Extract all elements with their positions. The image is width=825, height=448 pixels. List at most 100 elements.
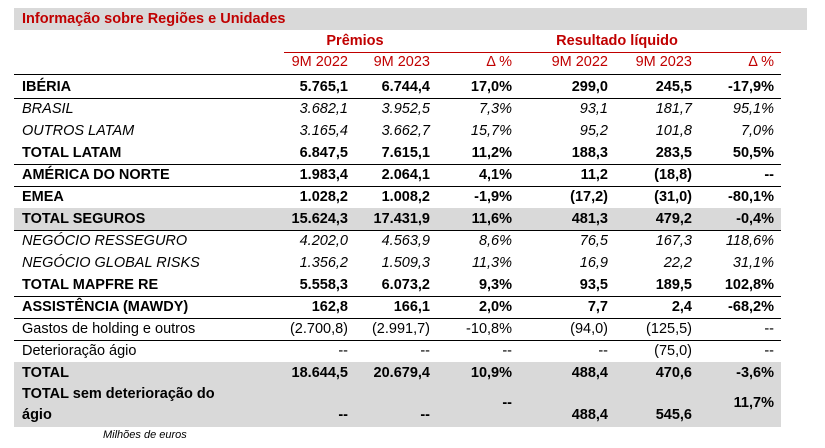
cell-premios-2022: 4.202,0 <box>299 233 348 249</box>
table-row: Gastos de holding e outros (2.700,8) (2.99… <box>14 318 781 340</box>
cell-premios-2023: 1.008,2 <box>381 189 430 205</box>
cell-resultado-2023: 167,3 <box>655 233 692 249</box>
cell-premios-2023: 17.431,9 <box>373 211 430 227</box>
table-row: TOTAL LATAM 6.847,5 7.615,1 11,2% 188,3 283,5… <box>14 142 781 164</box>
cell-resultado-delta: -- <box>764 321 774 337</box>
cell-premios-2022: 5.558,3 <box>299 277 348 293</box>
cell-resultado-delta: 11,7% <box>733 395 774 411</box>
row-label: ASSISTÊNCIA (MAWDY) <box>22 299 189 315</box>
cell-resultado-2023: 189,5 <box>655 277 692 293</box>
cell-resultado-2023: 22,2 <box>663 255 692 271</box>
row-label: TOTAL LATAM <box>22 145 122 161</box>
cell-premios-2022: 15.624,3 <box>291 211 348 227</box>
cell-resultado-2023: 545,6 <box>655 407 692 423</box>
cell-premios-2022: 5.765,1 <box>299 79 348 95</box>
row-rule <box>14 230 781 231</box>
cell-premios-2023: (2.991,7) <box>371 321 430 337</box>
cell-premios-2022: 1.356,2 <box>299 255 348 271</box>
row-label: NEGÓCIO GLOBAL RISKS <box>22 255 200 271</box>
cell-premios-2023: 4.563,9 <box>381 233 430 249</box>
cell-resultado-2023: 479,2 <box>655 211 692 227</box>
cell-premios-2023: -- <box>420 343 430 359</box>
col-header-premios-2022: 9M 2022 <box>291 54 348 70</box>
cell-resultado-2022: 7,7 <box>587 299 608 315</box>
cell-resultado-2022: 95,2 <box>579 123 608 139</box>
cell-resultado-2022: -- <box>598 343 608 359</box>
col-header-premios-delta: Δ % <box>486 54 512 70</box>
row-label: EMEA <box>22 189 64 205</box>
table-title: Informação sobre Regiões e Unidades <box>14 8 807 30</box>
cell-premios-delta: 8,6% <box>478 233 512 249</box>
cell-resultado-delta: -17,9% <box>728 79 774 95</box>
cell-premios-2022: 1.028,2 <box>299 189 348 205</box>
cell-resultado-delta: 31,1% <box>732 255 774 271</box>
cell-premios-2023: 20.679,4 <box>373 365 430 381</box>
row-rule <box>14 98 781 99</box>
cell-resultado-2023: 101,8 <box>655 123 692 139</box>
cell-resultado-delta: 50,5% <box>732 145 774 161</box>
row-label: IBÉRIA <box>22 79 72 95</box>
cell-resultado-2023: (125,5) <box>646 321 692 337</box>
cell-premios-2023: 166,1 <box>393 299 430 315</box>
cell-premios-delta: 11,6% <box>471 211 512 227</box>
cell-resultado-2022: (94,0) <box>570 321 608 337</box>
table-row: AMÉRICA DO NORTE 1.983,4 2.064,1 4,1% 11,2 (1… <box>14 164 781 186</box>
table-row: TOTAL 18.644,5 20.679,4 10,9% 488,4 470,6 -3,6… <box>14 362 781 384</box>
cell-premios-2022: 3.682,1 <box>299 101 348 117</box>
table-row: EMEA 1.028,2 1.008,2 -1,9% (17,2) (31,0) -80,1… <box>14 186 781 208</box>
cell-premios-delta: 10,9% <box>470 365 512 381</box>
cell-resultado-2023: (31,0) <box>654 189 692 205</box>
footnote: Milhões de euros <box>103 429 187 441</box>
cell-resultado-delta: 7,0% <box>740 123 774 139</box>
cell-resultado-2022: 488,4 <box>571 407 608 423</box>
cell-premios-2022: 18.644,5 <box>291 365 348 381</box>
row-rule <box>14 296 781 297</box>
cell-premios-delta: 2,0% <box>478 299 512 315</box>
cell-premios-delta: 17,0% <box>470 79 512 95</box>
row-rule <box>14 164 781 165</box>
cell-premios-delta: -1,9% <box>474 189 512 205</box>
cell-premios-2023: -- <box>420 407 430 423</box>
table-row: TOTAL SEGUROS 15.624,3 17.431,9 11,6% 481,3 4… <box>14 208 781 230</box>
cell-resultado-2023: (75,0) <box>654 343 692 359</box>
cell-premios-2022: -- <box>338 407 348 423</box>
cell-resultado-2023: 2,4 <box>671 299 692 315</box>
cell-premios-2022: 1.983,4 <box>299 167 348 183</box>
cell-premios-2023: 3.662,7 <box>381 123 430 139</box>
cell-resultado-2022: (17,2) <box>570 189 608 205</box>
table-row-total-sem-deterioracao: TOTAL sem deterioração do ágio -- -- -- … <box>14 383 781 427</box>
cell-premios-delta: -- <box>502 395 512 411</box>
cell-resultado-2023: 245,5 <box>655 79 692 95</box>
cell-resultado-2022: 11,2 <box>580 167 608 183</box>
cell-premios-2022: 6.847,5 <box>299 145 348 161</box>
cell-resultado-2022: 488,4 <box>571 365 608 381</box>
table-row: Deterioração ágio -- -- -- -- (75,0) -- <box>14 340 781 362</box>
cell-resultado-delta: -68,2% <box>728 299 774 315</box>
row-label: AMÉRICA DO NORTE <box>22 167 170 183</box>
cell-premios-2023: 6.744,4 <box>381 79 430 95</box>
cell-premios-delta: 7,3% <box>478 101 512 117</box>
cell-resultado-delta: -80,1% <box>728 189 774 205</box>
cell-premios-delta: 4,1% <box>478 167 512 183</box>
cell-resultado-2022: 299,0 <box>571 79 608 95</box>
cell-premios-2022: 3.165,4 <box>299 123 348 139</box>
table-row: OUTROS LATAM 3.165,4 3.662,7 15,7% 95,2 101,8… <box>14 120 781 142</box>
cell-resultado-delta: -3,6% <box>736 365 774 381</box>
cell-premios-2023: 2.064,1 <box>381 167 430 183</box>
group-header-rule <box>284 52 781 53</box>
row-label: TOTAL SEGUROS <box>22 211 146 227</box>
table-row: ASSISTÊNCIA (MAWDY) 162,8 166,1 2,0% 7,7 2,4 -… <box>14 296 781 318</box>
row-label-line2: ágio <box>22 407 52 423</box>
table-row: IBÉRIA 5.765,1 6.744,4 17,0% 299,0 245,5 -17,9… <box>14 76 781 98</box>
cell-resultado-2022: 188,3 <box>571 145 608 161</box>
cell-premios-delta: -10,8% <box>466 321 512 337</box>
cell-premios-2023: 1.509,3 <box>381 255 430 271</box>
cell-premios-2023: 7.615,1 <box>381 145 430 161</box>
cell-resultado-2022: 481,3 <box>571 211 608 227</box>
cell-resultado-delta: 118,6% <box>725 233 774 249</box>
cell-premios-delta: 11,3% <box>471 255 512 271</box>
row-rule <box>14 186 781 187</box>
col-header-resultado-2023: 9M 2023 <box>635 54 692 70</box>
cell-resultado-2023: (18,8) <box>654 167 692 183</box>
cell-premios-delta: 11,2% <box>471 145 512 161</box>
